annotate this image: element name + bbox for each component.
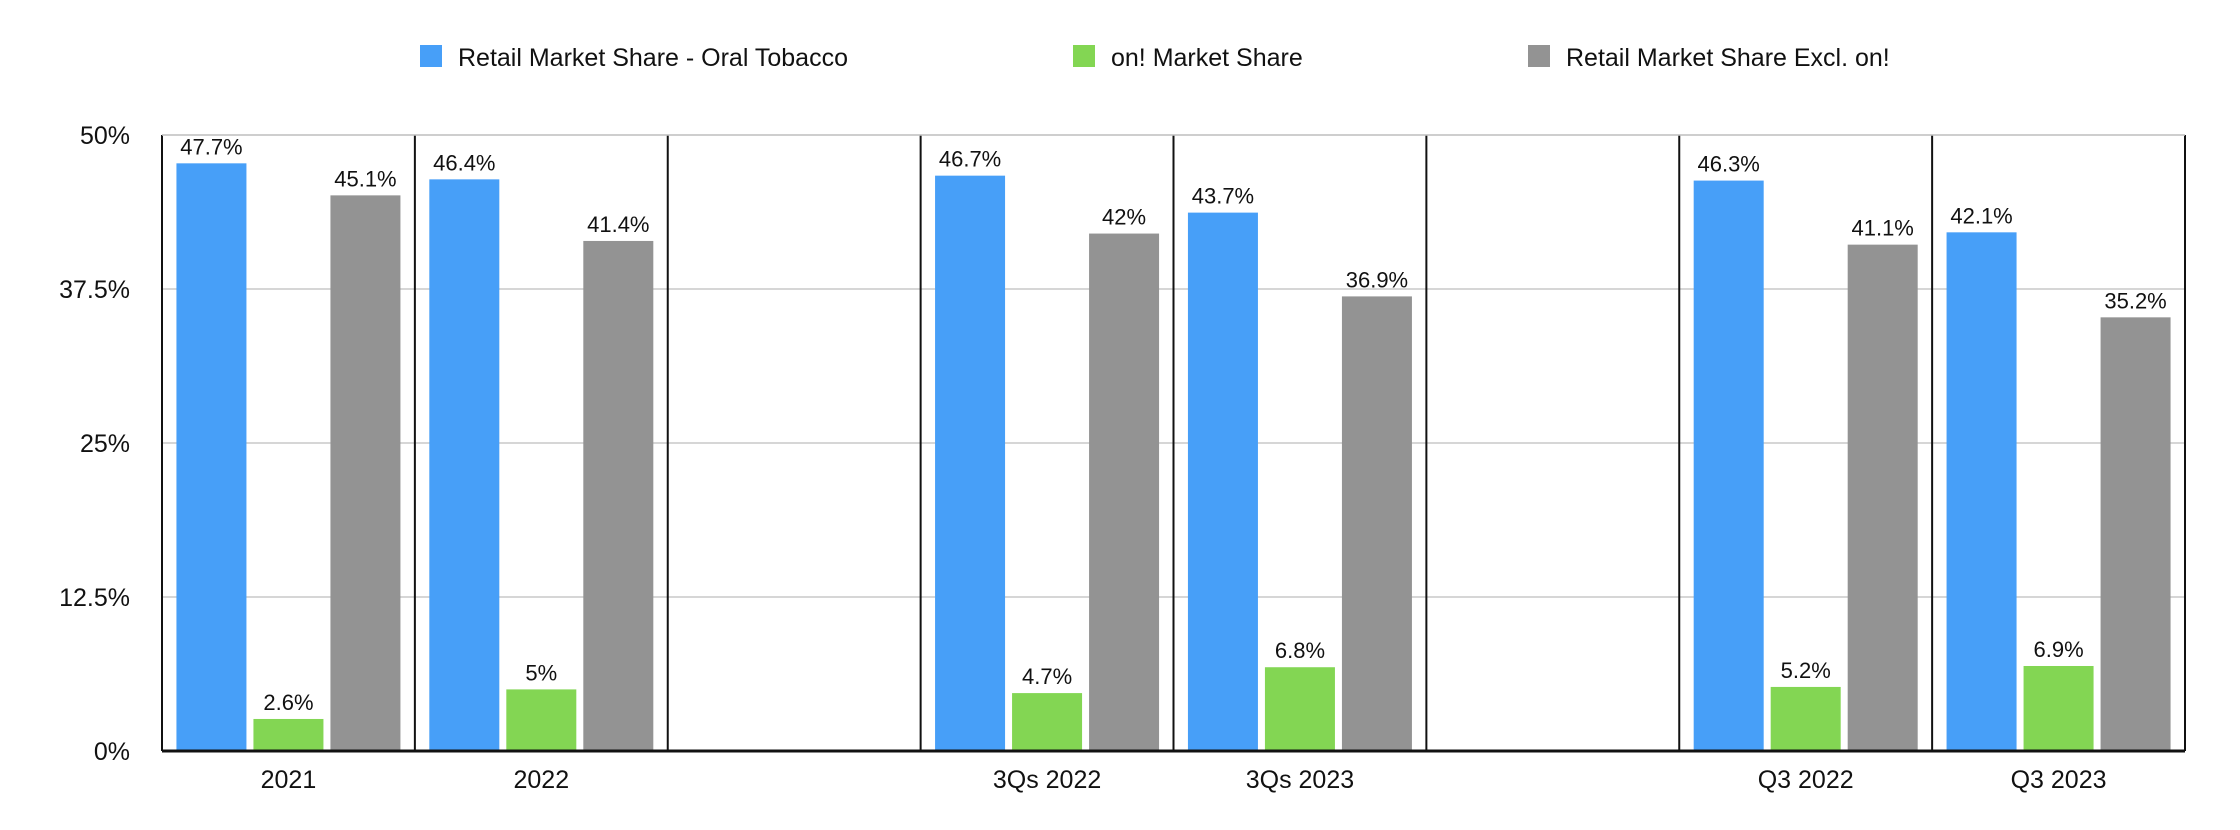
legend-swatch	[420, 45, 442, 67]
data-label: 35.2%	[2104, 288, 2166, 313]
category-separators	[413, 135, 1934, 751]
data-label: 42%	[1102, 205, 1146, 230]
legend-item: Retail Market Share - Oral Tobacco	[420, 44, 848, 72]
bar	[1946, 232, 2017, 751]
data-label: 43.7%	[1192, 184, 1254, 209]
bar	[1693, 180, 1764, 752]
bar	[583, 240, 654, 751]
data-label: 6.9%	[2033, 637, 2083, 662]
legend-label: Retail Market Share Excl. on!	[1566, 44, 1890, 72]
y-tick-label: 25%	[80, 430, 130, 458]
bar	[1012, 693, 1083, 751]
bar	[2100, 317, 2171, 751]
legend-swatch	[1073, 45, 1095, 67]
legend-item: Retail Market Share Excl. on!	[1528, 44, 1890, 72]
y-tick-label: 37.5%	[59, 276, 130, 304]
y-tick-label: 50%	[80, 122, 130, 150]
bar	[253, 718, 324, 751]
data-label: 6.8%	[1275, 638, 1325, 663]
data-label: 42.1%	[1950, 203, 2012, 228]
data-label: 46.7%	[939, 147, 1001, 172]
legend-swatch	[1528, 45, 1550, 67]
y-tick-label: 0%	[94, 738, 130, 766]
bar	[429, 179, 500, 752]
bar	[176, 163, 247, 751]
legend-label: Retail Market Share - Oral Tobacco	[458, 44, 848, 72]
bar	[1264, 667, 1335, 751]
bar	[1187, 212, 1258, 752]
x-axis-ticks: 2021 2022 3Qs 2022 3Qs 2023 Q3 2022 Q3 2023	[261, 766, 2107, 794]
data-label: 5%	[525, 660, 557, 685]
bar	[1341, 296, 1412, 751]
bar	[935, 175, 1006, 751]
y-axis-ticks: 0% 12.5% 25% 37.5% 50%	[59, 122, 130, 766]
bar	[1089, 233, 1160, 751]
data-label: 36.9%	[1346, 267, 1408, 292]
bar	[1770, 686, 1841, 751]
data-label: 4.7%	[1022, 664, 1072, 689]
legend-item: on! Market Share	[1073, 44, 1303, 72]
legend: Retail Market Share - Oral Tobacco on! Ma…	[420, 44, 1890, 72]
legend-label: on! Market Share	[1111, 44, 1303, 72]
data-label: 41.1%	[1851, 216, 1913, 241]
x-tick-label: Q3 2023	[2011, 766, 2107, 794]
x-tick-label: Q3 2022	[1758, 766, 1854, 794]
x-tick-label: 3Qs 2023	[1246, 766, 1354, 794]
data-label: 41.4%	[587, 212, 649, 237]
data-label: 47.7%	[180, 134, 242, 159]
x-tick-label: 2022	[514, 766, 570, 794]
data-label: 45.1%	[334, 166, 396, 191]
bars	[176, 163, 2171, 752]
bar	[506, 689, 577, 751]
data-labels: 47.7% 2.6% 45.1% 46.4% 5% 41.4% 46.7% 4.7% 42% 43…	[180, 134, 2167, 715]
axes	[161, 134, 2186, 753]
x-tick-label: 2021	[261, 766, 317, 794]
bar	[330, 195, 401, 752]
y-tick-label: 12.5%	[59, 584, 130, 612]
data-label: 46.3%	[1697, 152, 1759, 177]
data-label: 46.4%	[433, 150, 495, 175]
bar	[1847, 244, 1918, 751]
bar	[2023, 665, 2094, 751]
data-label: 5.2%	[1781, 658, 1831, 683]
x-tick-label: 3Qs 2022	[993, 766, 1101, 794]
data-label: 2.6%	[263, 690, 313, 715]
